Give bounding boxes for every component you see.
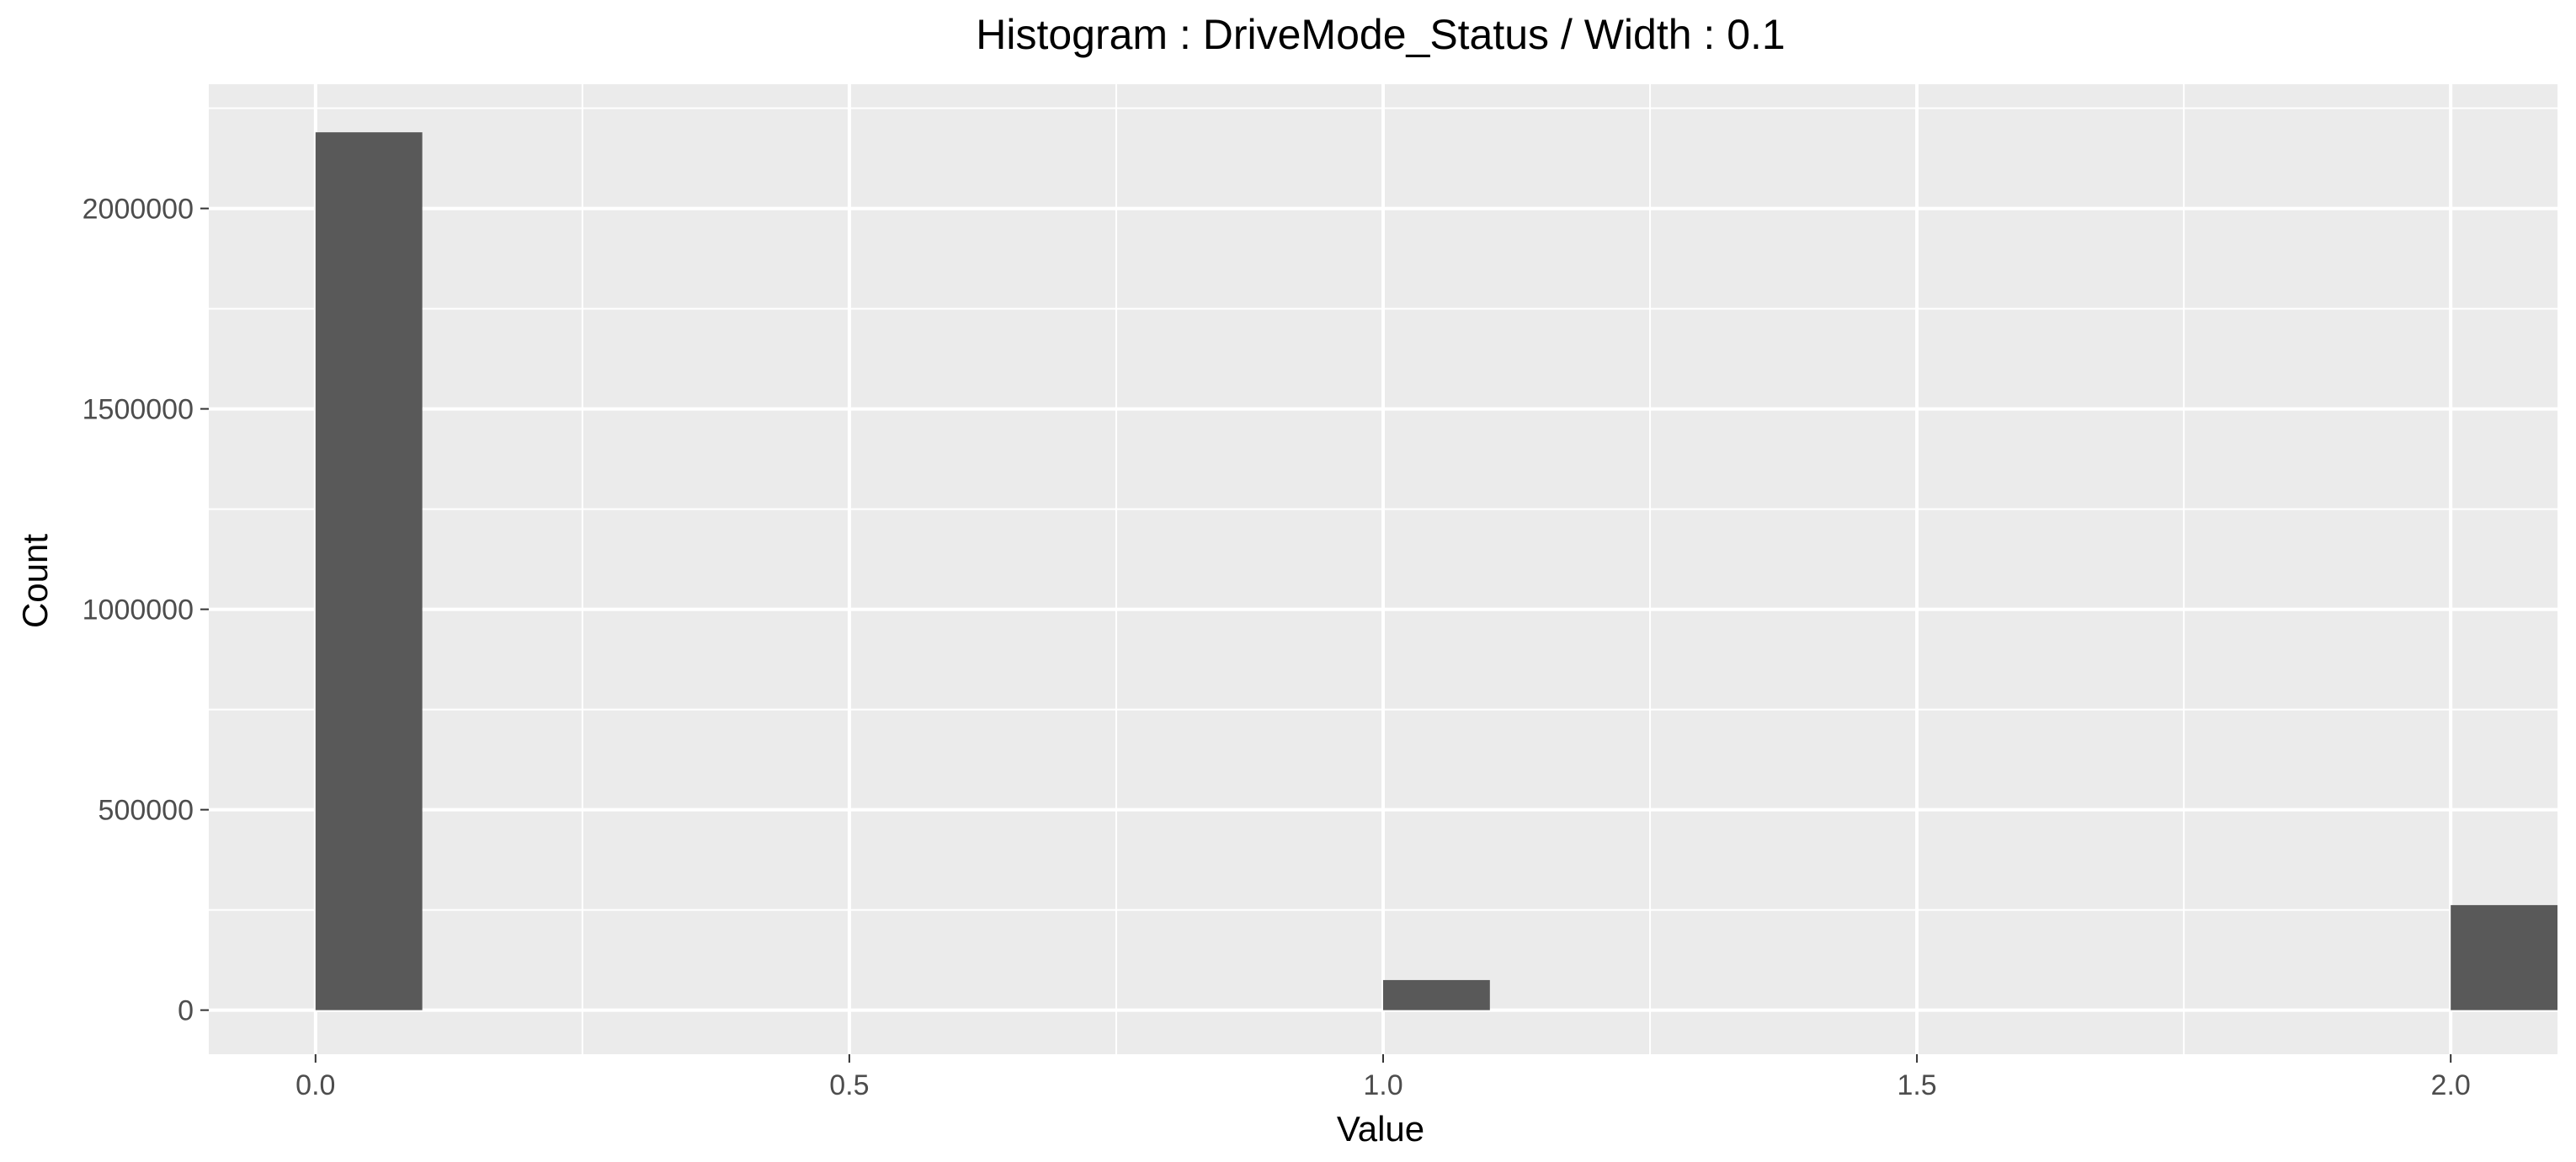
x-tick-label: 0.0 xyxy=(295,1069,335,1101)
y-tick-label: 2000000 xyxy=(82,194,194,226)
x-tick-label: 2.0 xyxy=(2431,1069,2471,1101)
x-axis: 0.0 0.5 1.0 1.5 2.0 xyxy=(295,1054,2471,1101)
histogram-bar xyxy=(2451,904,2557,1010)
y-tick-label: 0 xyxy=(178,995,194,1027)
x-tick-label: 1.5 xyxy=(1897,1069,1936,1101)
x-tick-label: 0.5 xyxy=(829,1069,869,1101)
y-tick-label: 1000000 xyxy=(82,594,194,626)
x-axis-title: Value xyxy=(1337,1109,1424,1149)
y-tick-label: 500000 xyxy=(98,795,194,827)
y-axis-title: Count xyxy=(15,534,55,628)
x-tick-label: 1.0 xyxy=(1363,1069,1402,1101)
y-axis: 0 500000 1000000 1500000 2000000 xyxy=(82,194,209,1027)
y-tick-label: 1500000 xyxy=(82,394,194,426)
histogram-bar xyxy=(1383,979,1490,1010)
histogram-bar xyxy=(315,132,423,1010)
chart-title: Histogram : DriveMode_Status / Width : 0… xyxy=(976,11,1785,58)
histogram-bars xyxy=(315,132,2557,1010)
